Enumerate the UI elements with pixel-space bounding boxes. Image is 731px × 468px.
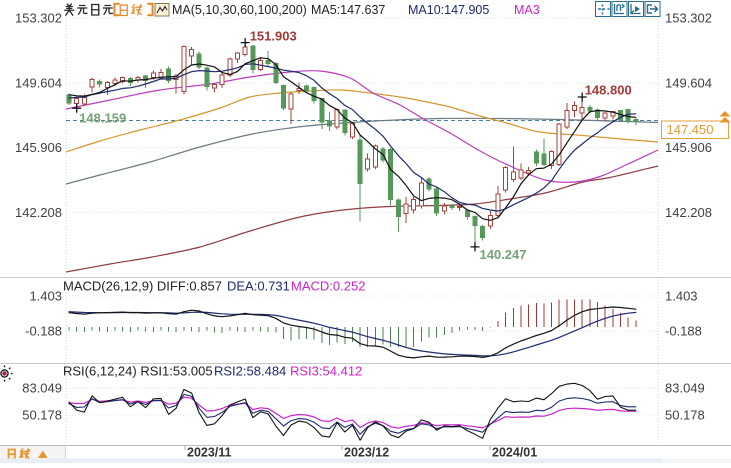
svg-text:2023/11: 2023/11 [187,446,232,460]
svg-text:149.604: 149.604 [15,75,62,90]
svg-text:RSI2:58.484: RSI2:58.484 [214,364,286,379]
svg-text:145.906: 145.906 [15,140,62,155]
svg-text:MA(5,10,30,60,100,200): MA(5,10,30,60,100,200) [172,3,307,17]
svg-text:RSI(6,12,24) RSI1:53.005: RSI(6,12,24) RSI1:53.005 [63,364,213,379]
svg-text:MA5:147.637: MA5:147.637 [311,3,385,17]
svg-text:145.906: 145.906 [665,140,712,155]
svg-text:83.049: 83.049 [22,381,62,396]
svg-text:1.403: 1.403 [29,289,62,304]
svg-text:1.403: 1.403 [665,289,698,304]
svg-text:153.302: 153.302 [665,11,712,26]
svg-text:147.450: 147.450 [667,122,714,137]
svg-text:148.800: 148.800 [585,83,632,98]
svg-text:149.604: 149.604 [665,75,712,90]
svg-text:151.903: 151.903 [250,29,297,44]
svg-text:153.302: 153.302 [15,11,62,26]
svg-text:2023/12: 2023/12 [344,446,389,460]
svg-text:50.178: 50.178 [22,408,62,423]
svg-text:MA10:147.905: MA10:147.905 [408,3,489,17]
svg-text:RSI3:54.412: RSI3:54.412 [290,364,362,379]
svg-text:140.247: 140.247 [480,247,527,262]
svg-text:50.178: 50.178 [665,408,705,423]
svg-text:142.208: 142.208 [665,205,712,220]
svg-text:2024/01: 2024/01 [492,446,537,460]
svg-text:MACD(26,12,9) DIFF:0.857: MACD(26,12,9) DIFF:0.857 [63,279,222,294]
svg-text:MA3: MA3 [514,3,540,17]
svg-text:DEA:0.731: DEA:0.731 [227,279,290,294]
svg-text:83.049: 83.049 [665,381,705,396]
svg-text:MACD:0.252: MACD:0.252 [291,279,365,294]
svg-text:142.208: 142.208 [15,205,62,220]
svg-text:-0.188: -0.188 [665,324,702,339]
svg-text:148.159: 148.159 [79,110,126,125]
svg-text:-0.188: -0.188 [25,324,62,339]
